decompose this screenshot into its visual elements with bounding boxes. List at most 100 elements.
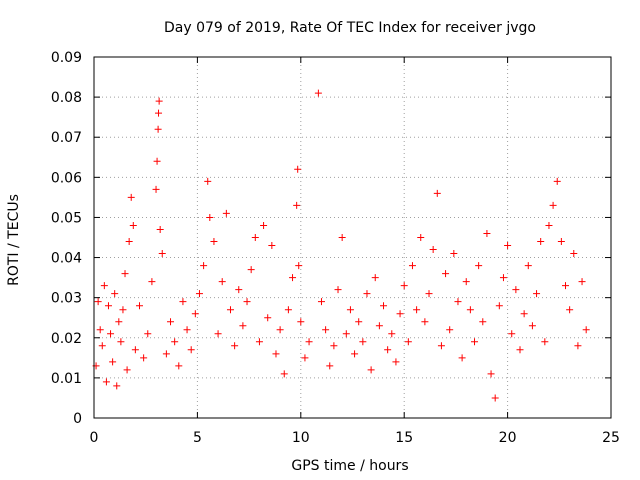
data-point [284,306,292,314]
data-point [404,338,412,346]
data-point [96,326,104,334]
data-point [276,326,284,334]
data-point [100,282,108,290]
data-point [235,286,243,294]
data-point [260,221,268,229]
chart-title: Day 079 of 2019, Rate Of TEC Index for r… [164,20,536,36]
data-point [295,262,303,270]
x-tick-label: 15 [395,430,413,446]
data-point [272,350,280,358]
data-point [541,338,549,346]
data-point [144,330,152,338]
data-point [533,290,541,298]
data-point [222,209,230,217]
data-point [499,274,507,282]
data-point [268,242,276,250]
y-axis-label: ROTI / TECUs [6,194,22,286]
y-tick-label: 0.03 [51,291,82,307]
data-point [570,250,578,258]
data-point [487,370,495,378]
data-point [191,310,199,318]
data-point [119,306,127,314]
data-point [135,302,143,310]
data-point [243,298,251,306]
data-point [175,362,183,370]
data-point [528,322,536,330]
x-tick-label: 20 [499,430,517,446]
data-point [367,366,375,374]
data-point [239,322,247,330]
data-point [458,354,466,362]
data-point [155,109,163,117]
data-point [396,310,404,318]
data-point [330,342,338,350]
data-point [115,318,123,326]
data-point [152,185,160,193]
data-point [131,346,139,354]
data-point [140,354,148,362]
data-point [289,274,297,282]
data-point [342,330,350,338]
data-point [433,189,441,197]
data-point [293,201,301,209]
data-point [187,346,195,354]
data-point [566,306,574,314]
y-tick-label: 0.04 [51,251,82,267]
x-axis-label: GPS time / hours [291,458,408,474]
data-point [437,342,445,350]
y-tick-label: 0.06 [51,170,82,186]
data-point [408,262,416,270]
data-point [125,238,133,246]
data-point [297,318,305,326]
data-point [155,97,163,105]
data-point [326,362,334,370]
data-point [129,221,137,229]
data-point [537,238,545,246]
data-point [450,250,458,258]
data-point [127,193,135,201]
data-point [251,234,259,241]
data-point [351,350,359,358]
data-point [578,278,586,286]
y-tick-label: 0.08 [51,90,82,106]
data-point [226,306,234,314]
data-point [466,306,474,314]
data-point [375,322,383,330]
data-point [413,306,421,314]
data-point [363,290,371,298]
data-point [359,338,367,346]
data-point [355,318,363,326]
data-point [183,326,191,334]
data-point [520,310,528,318]
data-point [121,270,129,278]
data-point [557,238,565,246]
data-point [421,318,429,326]
data-point [206,213,214,221]
data-point [317,298,325,306]
data-point [204,177,212,185]
data-point [549,201,557,209]
data-point [210,238,218,246]
data-point [512,286,520,294]
data-point [231,342,239,350]
data-point [384,346,392,354]
data-point [158,250,166,258]
data-point [322,326,330,334]
data-point [156,225,164,233]
data-point [388,330,396,338]
data-point [247,266,255,274]
data-point [475,262,483,270]
y-tick-label: 0.05 [51,210,82,226]
data-point [491,394,499,402]
data-point [214,330,222,338]
data-point [94,298,102,306]
data-point [346,306,354,314]
data-point [153,157,161,165]
data-point [371,274,379,282]
data-point [574,342,582,350]
data-point [524,262,532,270]
x-tick-label: 10 [292,430,310,446]
data-point [167,318,175,326]
x-tick-label: 0 [90,430,99,446]
data-point [545,221,553,229]
